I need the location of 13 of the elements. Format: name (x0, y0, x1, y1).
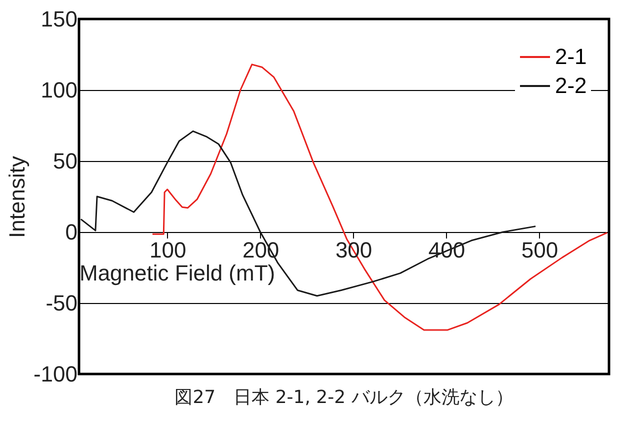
legend-label: 2-1 (555, 44, 587, 69)
x-axis-title: Magnetic Field (mT) (80, 260, 276, 286)
legend-label: 2-2 (555, 73, 587, 98)
x-tick-label: 100 (149, 238, 186, 262)
y-tick-label: 150 (40, 6, 78, 32)
x-tick-label: 500 (521, 238, 558, 262)
y-tick-label: 50 (53, 148, 78, 174)
y-axis-title: Intensity (4, 156, 30, 238)
y-tick-label: 100 (40, 78, 78, 102)
caption: 図27 日本 2-1, 2-2 バルク（水洗なし） (174, 387, 514, 408)
y-tick-label: -50 (46, 290, 78, 316)
y-tick-label: 0 (65, 220, 78, 244)
y-tick-label: -100 (33, 362, 78, 386)
